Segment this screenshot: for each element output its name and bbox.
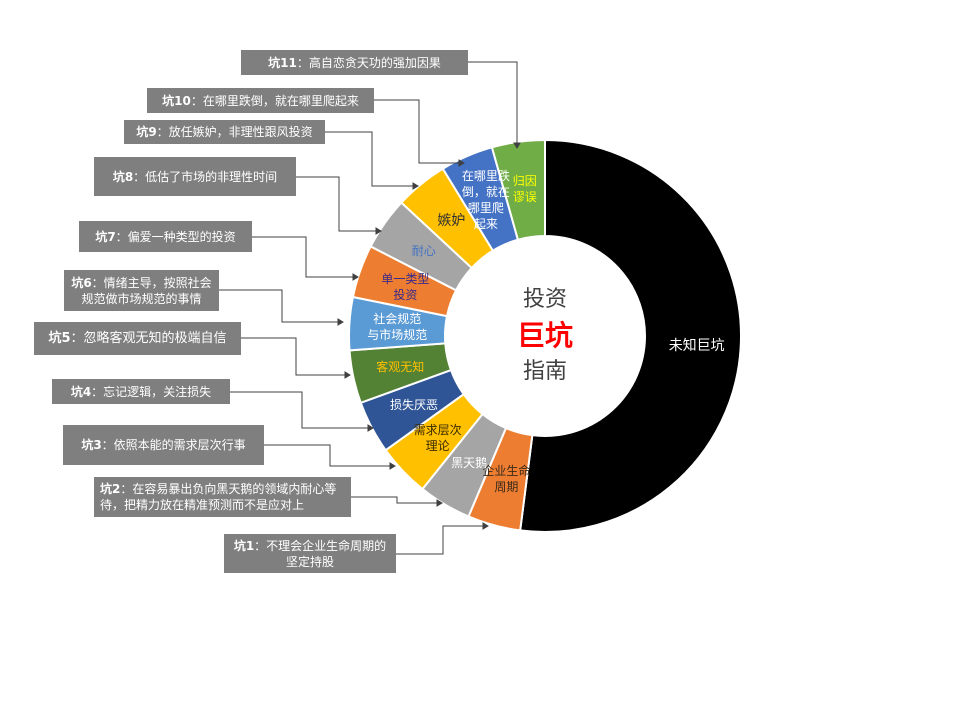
leader-line xyxy=(351,496,442,504)
leader-line xyxy=(296,176,381,232)
arrowhead-icon xyxy=(352,273,359,281)
arrowhead-icon xyxy=(367,424,374,432)
leader-line xyxy=(468,61,518,148)
center-title-line-3: 指南 xyxy=(522,359,568,384)
donut-segment xyxy=(490,138,546,241)
arrowhead-icon xyxy=(513,142,521,149)
arrowhead-icon xyxy=(482,522,489,530)
callout-7: 坑7：偏爱一种类型的投资 xyxy=(79,221,252,252)
leader-line xyxy=(230,391,373,429)
leader-line xyxy=(374,99,464,164)
leader-line xyxy=(241,337,350,376)
center-title-line-2: 巨坑 xyxy=(516,319,574,352)
arrowhead-icon xyxy=(436,499,443,507)
arrowhead-icon xyxy=(389,462,396,470)
center-title-line-1: 投资 xyxy=(522,287,568,312)
arrowhead-icon xyxy=(412,182,419,190)
callout-9: 坑9：放任嫉妒，非理性跟风投资 xyxy=(124,120,325,144)
callout-10: 坑10：在哪里跌倒，就在哪里爬起来 xyxy=(147,88,374,113)
arrowhead-icon xyxy=(458,159,465,167)
callout-8: 坑8：低估了市场的非理性时间 xyxy=(94,157,296,196)
callout-1: 坑1：不理会企业生命周期的坚定持股 xyxy=(224,534,396,573)
leader-line xyxy=(396,525,488,555)
leader-line xyxy=(264,444,395,467)
leader-line xyxy=(219,289,343,323)
leader-line xyxy=(252,236,358,278)
leader-line xyxy=(325,131,418,187)
arrowhead-icon xyxy=(375,227,382,235)
callout-3: 坑3：依照本能的需求层次行事 xyxy=(63,425,264,465)
arrowhead-icon xyxy=(344,371,351,379)
center-title: 投资 巨坑 指南 xyxy=(517,282,573,390)
callout-4: 坑4：忘记逻辑，关注损失 xyxy=(52,379,230,404)
arrowhead-icon xyxy=(337,318,344,326)
donut-segment xyxy=(519,138,742,533)
callout-6: 坑6：情绪主导，按照社会规范做市场规范的事情 xyxy=(64,270,219,311)
callout-2: 坑2：在容易暴出负向黑天鹅的领域内耐心等待，把精力放在精准预测而不是应对上 xyxy=(94,477,351,517)
callout-5: 坑5：忽略客观无知的极端自信 xyxy=(34,322,241,355)
callout-11: 坑11：高自恋贪天功的强加因果 xyxy=(241,50,468,75)
